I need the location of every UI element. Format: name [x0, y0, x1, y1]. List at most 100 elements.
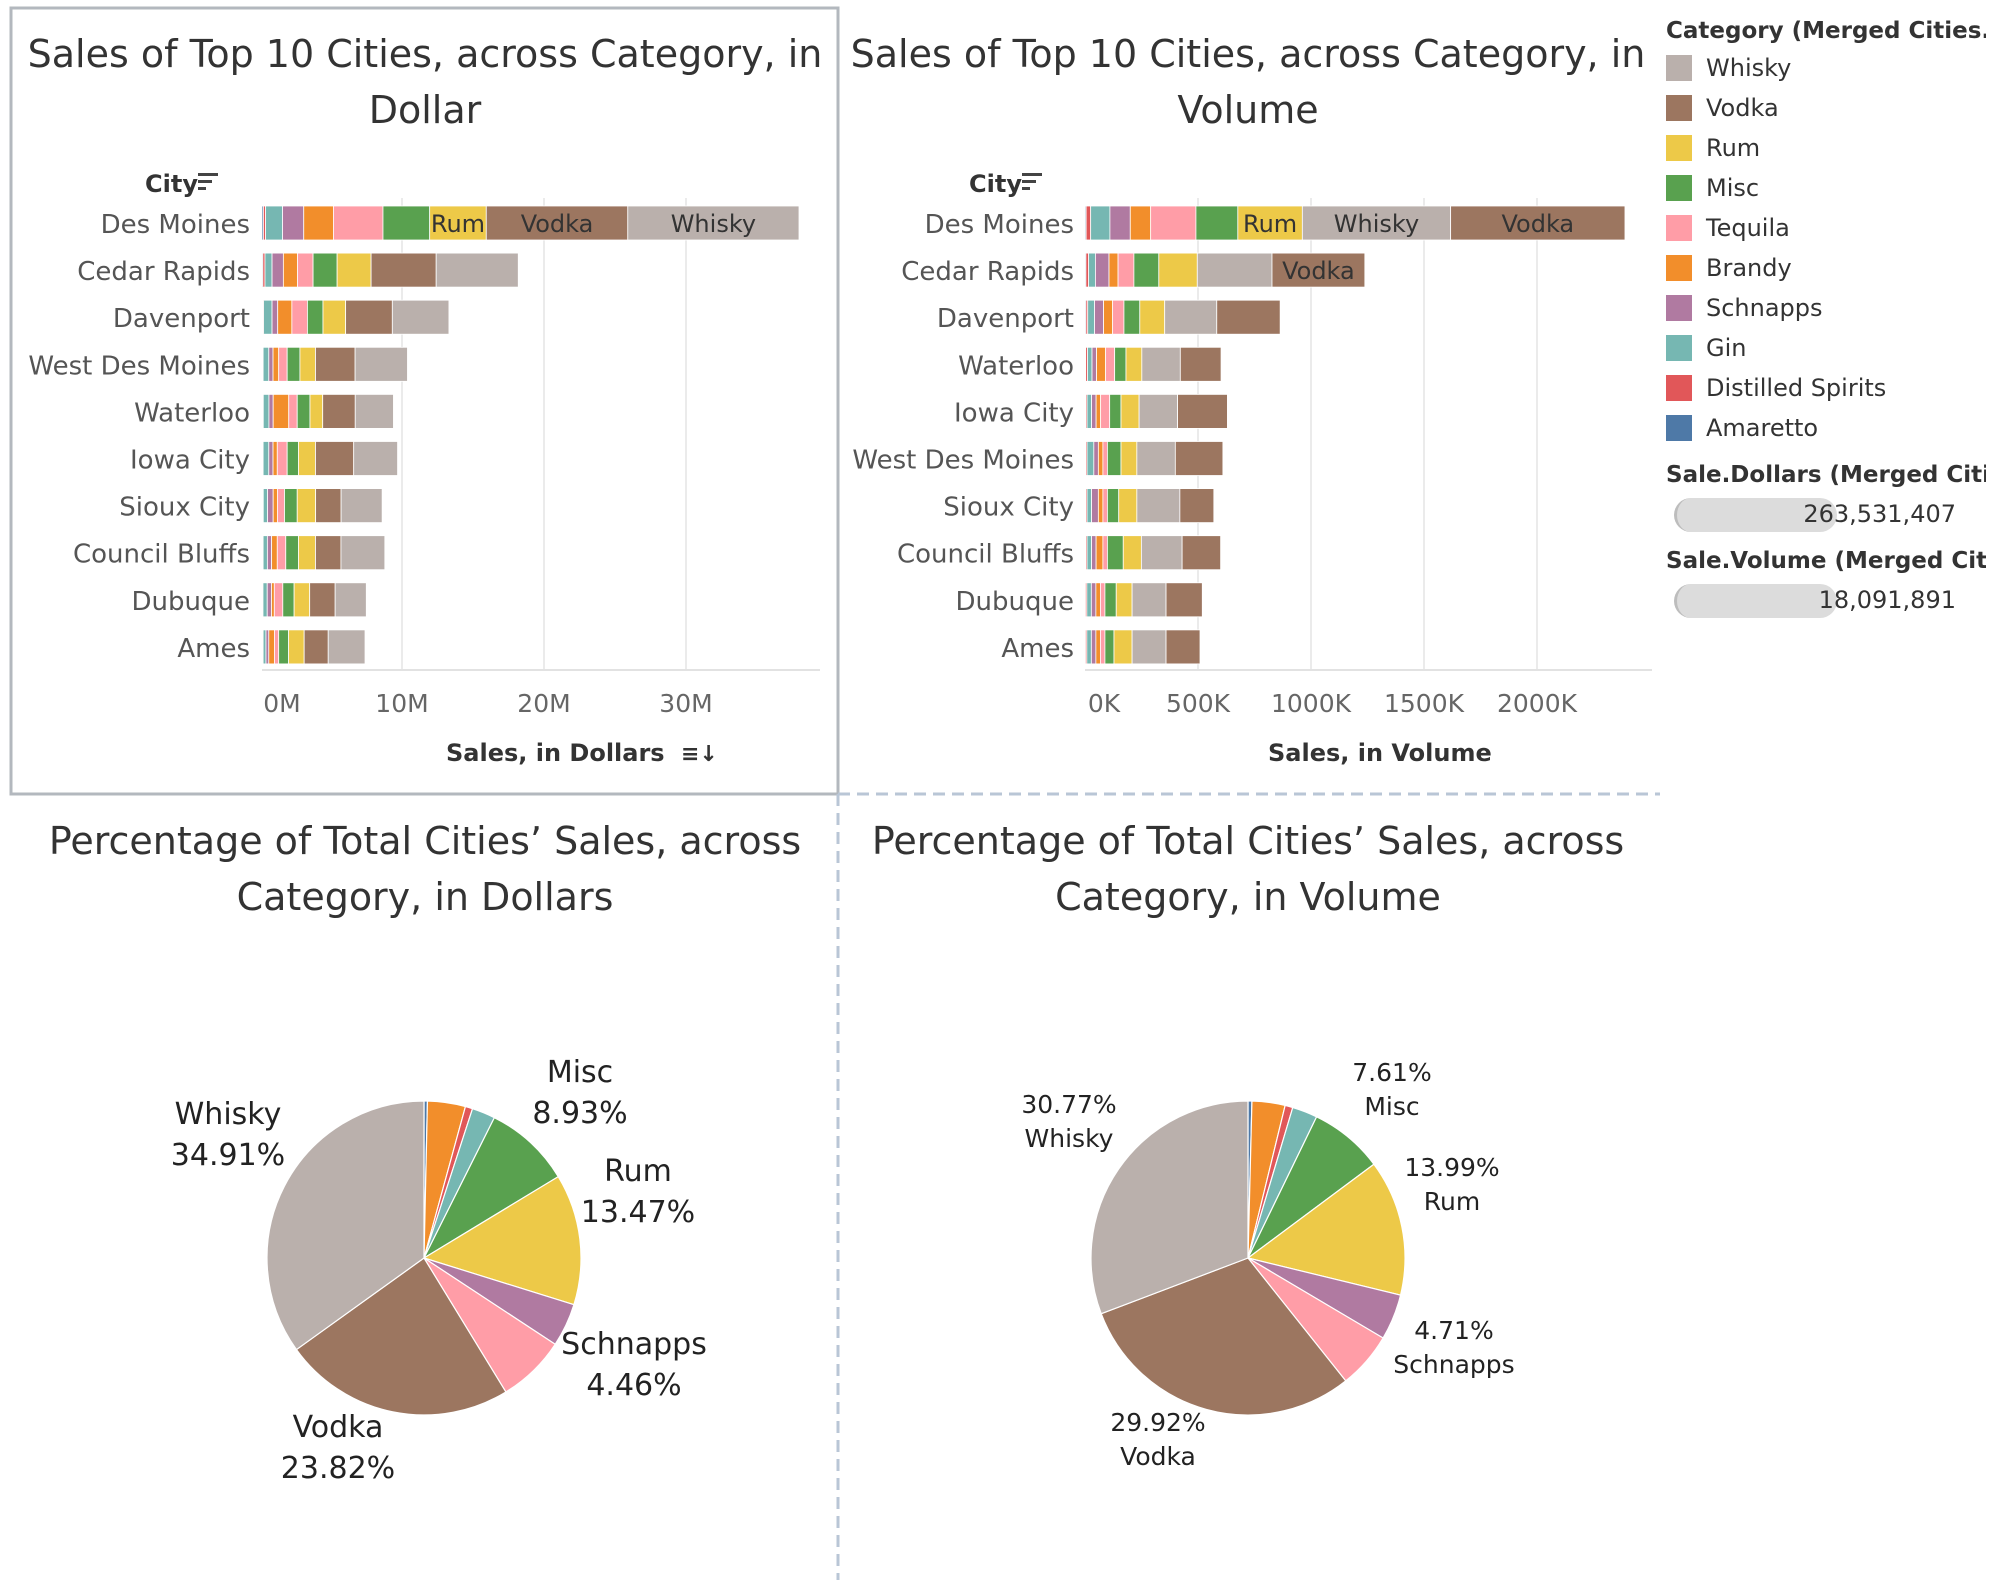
bar-volume-bar-schnapps[interactable]	[1095, 252, 1110, 288]
bar-volume-bar-vodka[interactable]	[1174, 441, 1224, 476]
legend-item-gin[interactable]: Gin	[1666, 328, 1986, 368]
bar-volume-bar-gin[interactable]	[1090, 205, 1111, 241]
bar-dollars-bar-tequila[interactable]	[276, 535, 287, 571]
bar-volume-bar-schnapps[interactable]	[1094, 299, 1104, 335]
bar-dollars-bar-gin[interactable]	[264, 252, 273, 288]
bar-dollars-bar-vodka[interactable]	[315, 441, 355, 476]
bar-dollars-bar-whisky[interactable]	[340, 535, 386, 571]
bar-dollars-bar-whisky[interactable]	[627, 205, 800, 241]
bar-dollars-bar-brandy[interactable]	[272, 393, 290, 429]
legend-item-vodka[interactable]: Vodka	[1666, 88, 1986, 128]
bar-volume-bar-tequila[interactable]	[1150, 205, 1197, 241]
bar-dollars-bar-schnapps[interactable]	[268, 346, 274, 382]
bar-dollars-bar-vodka[interactable]	[309, 582, 336, 618]
bar-volume-bar-brandy[interactable]	[1095, 535, 1104, 571]
bar-volume-bar-rum[interactable]	[1115, 582, 1133, 618]
bar-dollars-bar-misc[interactable]	[285, 535, 299, 571]
bar-dollars-bar-schnapps[interactable]	[266, 582, 272, 618]
bar-dollars-bar-schnapps[interactable]	[267, 488, 274, 524]
bar-volume-bar-whisky[interactable]	[1136, 441, 1176, 476]
bar-dollars-bar-misc[interactable]	[286, 441, 299, 476]
bar-volume-bar-misc[interactable]	[1104, 629, 1115, 665]
bar-volume-bar-schnapps[interactable]	[1109, 205, 1131, 241]
bar-dollars-bar-vodka[interactable]	[315, 535, 342, 571]
bar-volume-bar-gin[interactable]	[1086, 629, 1092, 665]
bar-volume-bar-brandy[interactable]	[1096, 346, 1107, 382]
bar-volume-bar-whisky[interactable]	[1164, 299, 1218, 335]
bar-volume-bar-vodka[interactable]	[1181, 535, 1222, 571]
pie-volume-slice-whisky[interactable]	[1090, 1100, 1249, 1315]
bar-volume-bar-rum[interactable]	[1125, 346, 1143, 382]
bar-dollars-bar-rum[interactable]	[296, 488, 317, 524]
bar-volume-bar-rum[interactable]	[1113, 629, 1133, 665]
bar-dollars-bar-misc[interactable]	[307, 299, 324, 335]
bar-dollars-bar-brandy[interactable]	[271, 582, 275, 618]
bar-dollars-bar-tequila[interactable]	[276, 441, 288, 476]
bar-dollars-bar-gin[interactable]	[262, 582, 268, 618]
bar-volume-bar-vodka[interactable]	[1179, 346, 1222, 382]
bar-dollars-bar-whisky[interactable]	[354, 346, 408, 382]
bar-dollars-bar-tequila[interactable]	[291, 299, 308, 335]
bar-volume-bar-vodka[interactable]	[1450, 205, 1626, 241]
bar-volume-bar-misc[interactable]	[1107, 488, 1120, 524]
bar-volume-bar-vodka[interactable]	[1165, 629, 1201, 665]
bar-volume-bar-vodka[interactable]	[1165, 582, 1203, 618]
bar-volume-bar-vodka[interactable]	[1179, 488, 1215, 524]
bar-dollars-bar-schnapps[interactable]	[266, 535, 273, 571]
bar-dollars-bar-tequila[interactable]	[273, 582, 284, 618]
bar-volume-bar-schnapps[interactable]	[1090, 582, 1097, 618]
bar-dollars-bar-gin[interactable]	[263, 299, 273, 335]
bar-dollars-bar-brandy[interactable]	[272, 346, 280, 382]
bar-volume-bar-whisky[interactable]	[1131, 582, 1167, 618]
bar-dollars-bar-brandy[interactable]	[272, 441, 278, 476]
bar-dollars-bar-rum[interactable]	[288, 629, 305, 665]
bar-dollars-bar-tequila[interactable]	[333, 205, 384, 241]
bar-dollars-bar-gin[interactable]	[262, 535, 268, 571]
bar-volume-bar-tequila[interactable]	[1099, 629, 1106, 665]
bar-volume-bar-brandy[interactable]	[1095, 393, 1102, 429]
bar-volume-bar-rum[interactable]	[1122, 535, 1142, 571]
legend-item-amaretto[interactable]: Amaretto	[1666, 408, 1986, 448]
bar-dollars-bar-schnapps[interactable]	[268, 393, 274, 429]
bar-volume-bar-rum[interactable]	[1120, 393, 1140, 429]
bar-volume-bar-whisky[interactable]	[1136, 488, 1181, 524]
bar-volume-bar-distilled-spirits[interactable]	[1085, 205, 1092, 241]
bar-volume-bar-misc[interactable]	[1133, 252, 1160, 288]
legend-item-rum[interactable]: Rum	[1666, 128, 1986, 168]
bar-dollars-bar-tequila[interactable]	[297, 252, 314, 288]
bar-dollars-bar-brandy[interactable]	[268, 629, 275, 665]
bar-volume-bar-tequila[interactable]	[1099, 582, 1106, 618]
sort-descending-icon[interactable]: ≡↓	[680, 742, 718, 767]
pie-dollars-slice-misc[interactable]	[422, 1116, 560, 1260]
bar-volume-bar-vodka[interactable]	[1177, 393, 1228, 429]
bar-volume-bar-vodka[interactable]	[1216, 299, 1281, 335]
bar-dollars-bar-whisky[interactable]	[340, 488, 383, 524]
bar-volume-bar-tequila[interactable]	[1117, 252, 1135, 288]
bar-dollars-bar-schnapps[interactable]	[271, 299, 279, 335]
bar-dollars-bar-misc[interactable]	[282, 582, 295, 618]
bar-dollars-bar-gin[interactable]	[265, 205, 283, 241]
legend-item-brandy[interactable]: Brandy	[1666, 248, 1986, 288]
bar-dollars-bar-vodka[interactable]	[315, 488, 342, 524]
bar-dollars-bar-brandy[interactable]	[303, 205, 334, 241]
bar-dollars-bar-rum[interactable]	[298, 535, 316, 571]
bar-dollars-bar-tequila[interactable]	[278, 346, 288, 382]
bar-volume-bar-brandy[interactable]	[1097, 488, 1104, 524]
bar-volume-bar-gin[interactable]	[1087, 299, 1095, 335]
bar-volume-bar-tequila[interactable]	[1105, 346, 1116, 382]
sum-dollars-range[interactable]: 263,531,407	[1666, 496, 1956, 534]
bar-volume-bar-misc[interactable]	[1107, 535, 1124, 571]
bar-volume-bar-vodka[interactable]	[1271, 252, 1366, 288]
bar-volume-bar-distilled-spirits[interactable]	[1085, 252, 1090, 288]
legend-item-misc[interactable]: Misc	[1666, 168, 1986, 208]
bar-dollars-xlabel[interactable]: Sales, in Dollars ≡↓	[446, 739, 718, 767]
legend-item-whisky[interactable]: Whisky	[1666, 48, 1986, 88]
bar-dollars-bar-misc[interactable]	[278, 629, 290, 665]
bar-volume-bar-schnapps[interactable]	[1090, 629, 1097, 665]
bar-volume-bar-brandy[interactable]	[1095, 582, 1101, 618]
bar-volume-bar-rum[interactable]	[1139, 299, 1166, 335]
bar-dollars-bar-vodka[interactable]	[485, 205, 629, 241]
bar-volume-bar-tequila[interactable]	[1102, 441, 1108, 476]
legend-item-schnapps[interactable]: Schnapps	[1666, 288, 1986, 328]
bar-volume-bar-misc[interactable]	[1123, 299, 1141, 335]
